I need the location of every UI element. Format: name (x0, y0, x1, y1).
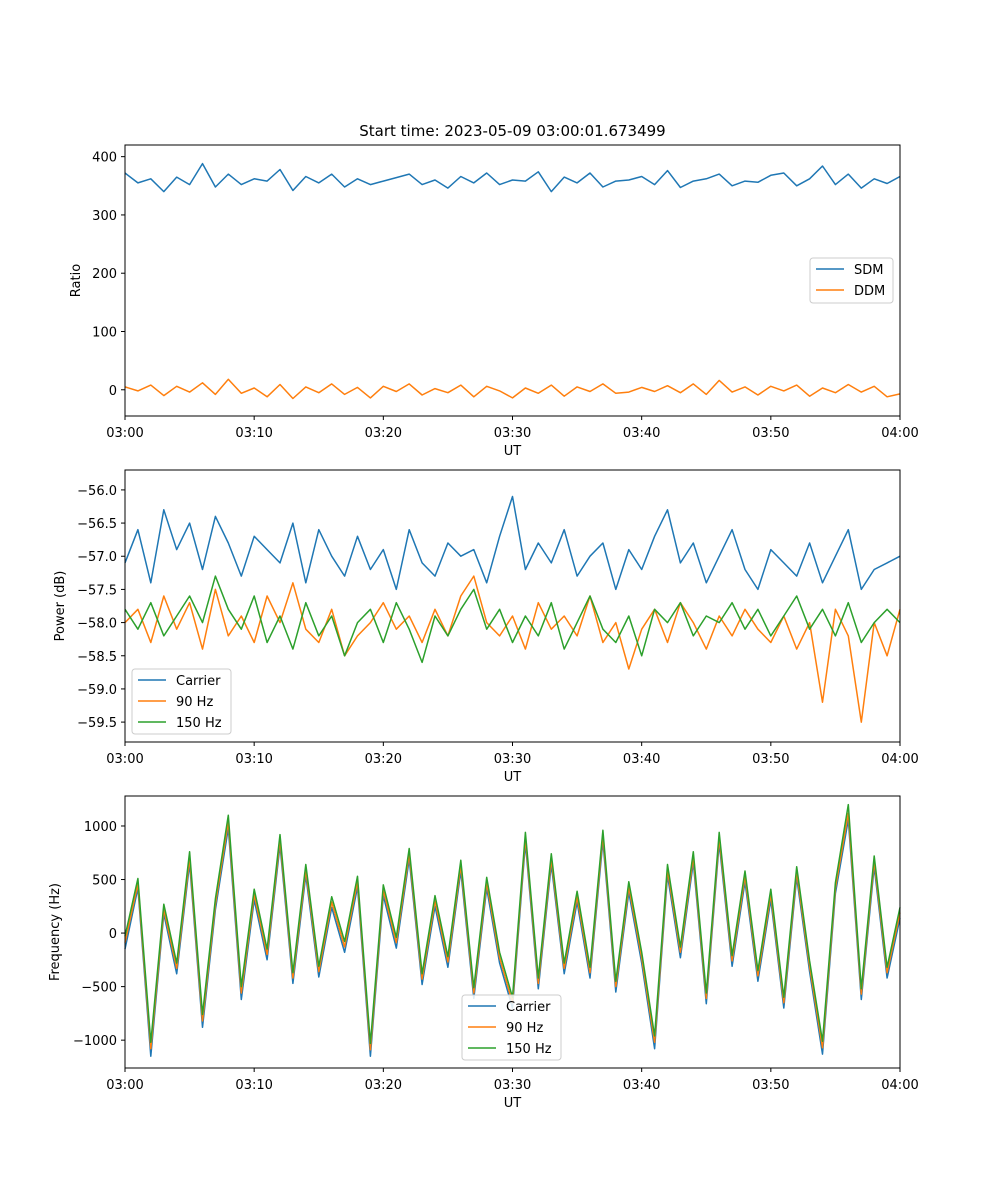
chart3-x-axis-label: UT (504, 1096, 522, 1111)
chart1-axes-frame (124, 144, 901, 417)
chart2-y-tick-label: −57.0 (77, 550, 117, 565)
chart3-y-axis-label: Frequency (Hz) (48, 883, 63, 981)
chart2-x-axis-label: UT (504, 770, 522, 785)
chart2-x-tick-label: 03:40 (623, 752, 660, 767)
chart2-x-tick-label: 04:00 (881, 752, 918, 767)
chart1-x-tick-label: 03:30 (494, 426, 531, 441)
chart2-legend-box (131, 668, 232, 735)
chart2-y-tick-label: −56.5 (77, 517, 117, 532)
chart2-y-tick-label: −59.5 (77, 716, 117, 731)
chart1-x-tick-label: 03:00 (106, 426, 143, 441)
chart1-y-tick-label: 100 (92, 325, 117, 340)
chart1-x-tick-label: 04:00 (881, 426, 918, 441)
chart1-y-tick-label: 300 (92, 209, 117, 224)
chart2-legend-label: 90 Hz (176, 695, 213, 710)
chart2-legend-label: 150 Hz (176, 716, 222, 731)
chart3-y-tick-label: 0 (109, 927, 117, 942)
chart1-y-tick-label: 0 (109, 384, 117, 399)
chart1-x-tick-label: 03:50 (752, 426, 789, 441)
chart3-x-tick-label: 03:50 (752, 1078, 789, 1093)
chart3-x-tick-label: 04:00 (881, 1078, 918, 1093)
chart1-series-line-ddm (124, 378, 901, 400)
chart2-y-tick-label: −59.0 (77, 683, 117, 698)
chart2-legend-label: Carrier (176, 674, 221, 689)
chart1-series-line-sdm (124, 162, 901, 193)
chart1-x-tick-label: 03:40 (623, 426, 660, 441)
chart1-title: Start time: 2023-05-09 03:00:01.673499 (359, 122, 665, 140)
chart2-x-tick-label: 03:30 (494, 752, 531, 767)
chart2-series-line-90-hz (124, 575, 901, 723)
chart2-series-line-150-hz (124, 575, 901, 664)
chart3-x-tick-label: 03:00 (106, 1078, 143, 1093)
chart3-legend-label: 150 Hz (506, 1042, 552, 1057)
chart3-legend-box (461, 994, 562, 1061)
chart1-legend-label: DDM (854, 284, 885, 299)
chart1-legend-label: SDM (854, 263, 883, 278)
chart2-x-tick-label: 03:00 (106, 752, 143, 767)
chart1-x-axis-label: UT (504, 444, 522, 459)
chart3-y-tick-label: 1000 (84, 820, 117, 835)
chart3-y-tick-label: 500 (92, 874, 117, 889)
chart3-x-tick-label: 03:40 (623, 1078, 660, 1093)
chart1-y-axis-label: Ratio (69, 264, 84, 297)
chart3-y-tick-label: −500 (81, 981, 117, 996)
chart2-y-axis-label: Power (dB) (53, 571, 68, 642)
chart3-x-tick-label: 03:20 (365, 1078, 402, 1093)
chart3-y-tick-label: −1000 (73, 1034, 117, 1049)
chart2-series-line-carrier (124, 495, 901, 591)
chart1-y-tick-label: 400 (92, 151, 117, 166)
chart2-y-tick-label: −57.5 (77, 583, 117, 598)
chart2-y-tick-label: −58.0 (77, 617, 117, 632)
chart2-y-tick-label: −56.0 (77, 484, 117, 499)
chart2-x-tick-label: 03:20 (365, 752, 402, 767)
chart2-x-tick-label: 03:10 (235, 752, 272, 767)
chart3-legend-label: Carrier (506, 1000, 551, 1015)
chart2-y-tick-label: −58.5 (77, 650, 117, 665)
chart1-x-tick-label: 03:20 (365, 426, 402, 441)
chart2-axes-frame (124, 469, 901, 743)
chart1-y-tick-label: 200 (92, 267, 117, 282)
chart2-x-tick-label: 03:50 (752, 752, 789, 767)
chart1-x-tick-label: 03:10 (235, 426, 272, 441)
chart3-x-tick-label: 03:10 (235, 1078, 272, 1093)
chart3-legend-label: 90 Hz (506, 1021, 543, 1036)
chart3-x-tick-label: 03:30 (494, 1078, 531, 1093)
